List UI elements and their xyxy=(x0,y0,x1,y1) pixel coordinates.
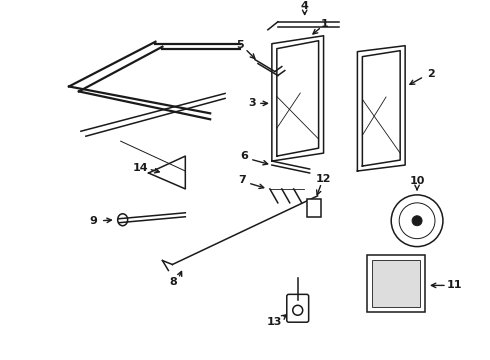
Text: 14: 14 xyxy=(133,163,148,173)
Text: 4: 4 xyxy=(301,1,309,11)
Text: 6: 6 xyxy=(240,151,248,161)
Text: 10: 10 xyxy=(409,176,425,186)
FancyBboxPatch shape xyxy=(287,294,309,322)
Text: 13: 13 xyxy=(267,317,283,327)
Text: 11: 11 xyxy=(447,280,463,291)
Polygon shape xyxy=(148,156,185,189)
Text: 9: 9 xyxy=(89,216,97,226)
Text: 2: 2 xyxy=(427,68,435,78)
Text: 3: 3 xyxy=(248,98,256,108)
Text: 7: 7 xyxy=(238,175,246,185)
FancyBboxPatch shape xyxy=(307,199,320,217)
Text: 5: 5 xyxy=(236,40,244,50)
Bar xyxy=(368,255,425,312)
Text: 8: 8 xyxy=(170,278,177,287)
Circle shape xyxy=(412,216,422,226)
Text: 1: 1 xyxy=(320,19,328,29)
Bar xyxy=(372,260,420,307)
Text: 12: 12 xyxy=(316,174,331,184)
